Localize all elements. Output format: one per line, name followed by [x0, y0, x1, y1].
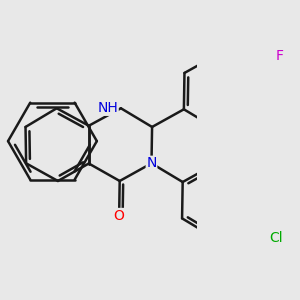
Text: F: F — [275, 49, 283, 63]
Text: N: N — [146, 156, 157, 170]
Text: Cl: Cl — [269, 231, 283, 245]
Text: NH: NH — [97, 101, 118, 115]
Text: O: O — [114, 208, 124, 223]
